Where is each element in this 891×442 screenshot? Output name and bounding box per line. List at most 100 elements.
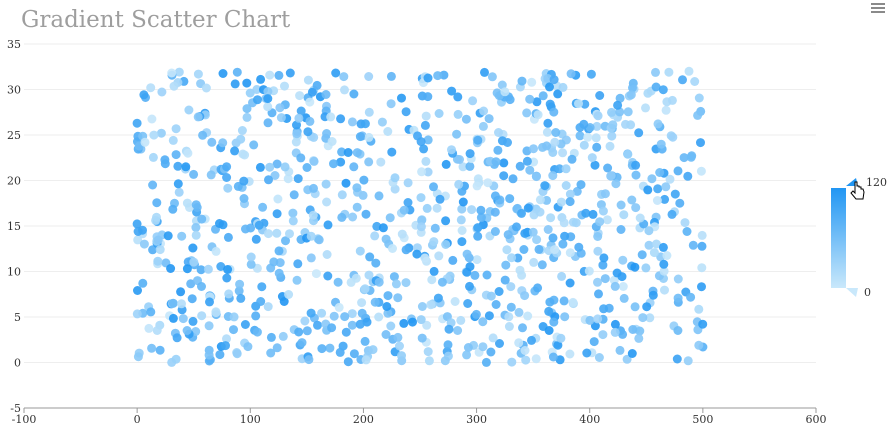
data-point: [574, 99, 583, 109]
data-point: [255, 162, 265, 172]
data-point: [631, 170, 641, 180]
data-point: [182, 264, 192, 274]
data-point: [364, 107, 374, 117]
data-point: [203, 264, 213, 274]
data-point: [490, 227, 500, 236]
data-point: [556, 333, 566, 343]
data-point: [421, 111, 431, 121]
y-tick-label: 15: [7, 220, 21, 233]
data-point: [238, 149, 248, 159]
data-point: [385, 213, 395, 223]
data-point: [257, 282, 267, 292]
data-point: [348, 212, 358, 222]
data-point: [559, 296, 569, 306]
data-point: [450, 297, 460, 306]
data-point: [429, 266, 439, 276]
data-point: [529, 144, 538, 154]
data-point: [465, 149, 475, 159]
data-point: [252, 85, 262, 94]
data-point: [545, 297, 555, 307]
data-point: [160, 155, 170, 165]
data-point: [370, 231, 380, 241]
data-point: [148, 152, 158, 162]
data-point: [600, 189, 610, 199]
data-point: [417, 302, 427, 311]
data-point: [641, 103, 650, 113]
data-point: [176, 287, 186, 297]
data-point: [239, 176, 249, 186]
data-point: [275, 103, 285, 113]
data-point: [556, 197, 566, 207]
data-point: [412, 249, 422, 259]
data-point: [655, 168, 665, 177]
data-point: [383, 291, 393, 301]
data-point: [307, 87, 317, 97]
data-point: [337, 212, 347, 222]
data-point: [399, 205, 409, 215]
x-tick-label: 300: [466, 413, 487, 426]
data-point: [322, 250, 332, 259]
data-point: [694, 340, 704, 350]
data-point: [565, 278, 575, 288]
data-point: [631, 160, 641, 170]
data-point: [417, 333, 427, 343]
data-point: [503, 230, 513, 240]
data-point: [266, 332, 276, 342]
data-point: [412, 243, 422, 253]
data-point: [221, 341, 230, 351]
data-point: [322, 129, 332, 138]
visual-map-legend[interactable]: 120 0: [831, 176, 887, 299]
data-point: [651, 239, 661, 249]
data-point: [376, 157, 386, 167]
data-point: [317, 344, 327, 354]
data-point: [188, 316, 198, 326]
x-axis-ticks: -100 0 100 200 300 400 500 600: [12, 408, 827, 426]
data-point: [327, 323, 337, 333]
data-point: [274, 268, 284, 278]
data-point: [550, 137, 560, 147]
data-point: [670, 189, 680, 199]
data-point: [521, 355, 531, 365]
data-point: [616, 200, 626, 210]
data-point: [280, 81, 289, 91]
data-point: [549, 317, 559, 327]
data-point: [240, 320, 250, 329]
data-point: [374, 312, 384, 322]
data-point: [393, 293, 403, 303]
data-point: [273, 194, 283, 204]
data-point: [694, 304, 704, 314]
data-point: [473, 231, 483, 241]
data-point: [329, 311, 339, 321]
data-point: [444, 324, 454, 334]
data-point: [223, 183, 233, 193]
data-point: [532, 235, 542, 245]
hamburger-menu-icon[interactable]: [871, 2, 885, 14]
data-point: [343, 148, 353, 157]
data-point: [401, 278, 411, 288]
data-point: [607, 107, 616, 117]
data-point: [401, 245, 411, 255]
data-point: [360, 336, 370, 346]
data-point: [163, 231, 173, 241]
color-scale-bar[interactable]: [831, 188, 846, 288]
data-point: [423, 92, 433, 102]
data-point: [605, 141, 615, 151]
data-point: [519, 245, 529, 254]
data-point: [422, 203, 432, 213]
data-point: [693, 110, 703, 120]
data-point: [488, 333, 498, 343]
data-point: [499, 158, 509, 168]
data-point: [133, 286, 142, 295]
data-point: [139, 239, 149, 249]
data-point: [561, 164, 571, 174]
data-point: [453, 109, 463, 119]
color-scale-min-handle[interactable]: [846, 288, 858, 297]
data-point: [595, 91, 605, 100]
data-point: [555, 164, 564, 174]
data-point: [326, 112, 336, 122]
data-point: [518, 323, 527, 333]
data-point: [413, 131, 422, 141]
data-point: [434, 251, 444, 261]
data-point: [341, 327, 351, 337]
data-point: [152, 212, 161, 222]
